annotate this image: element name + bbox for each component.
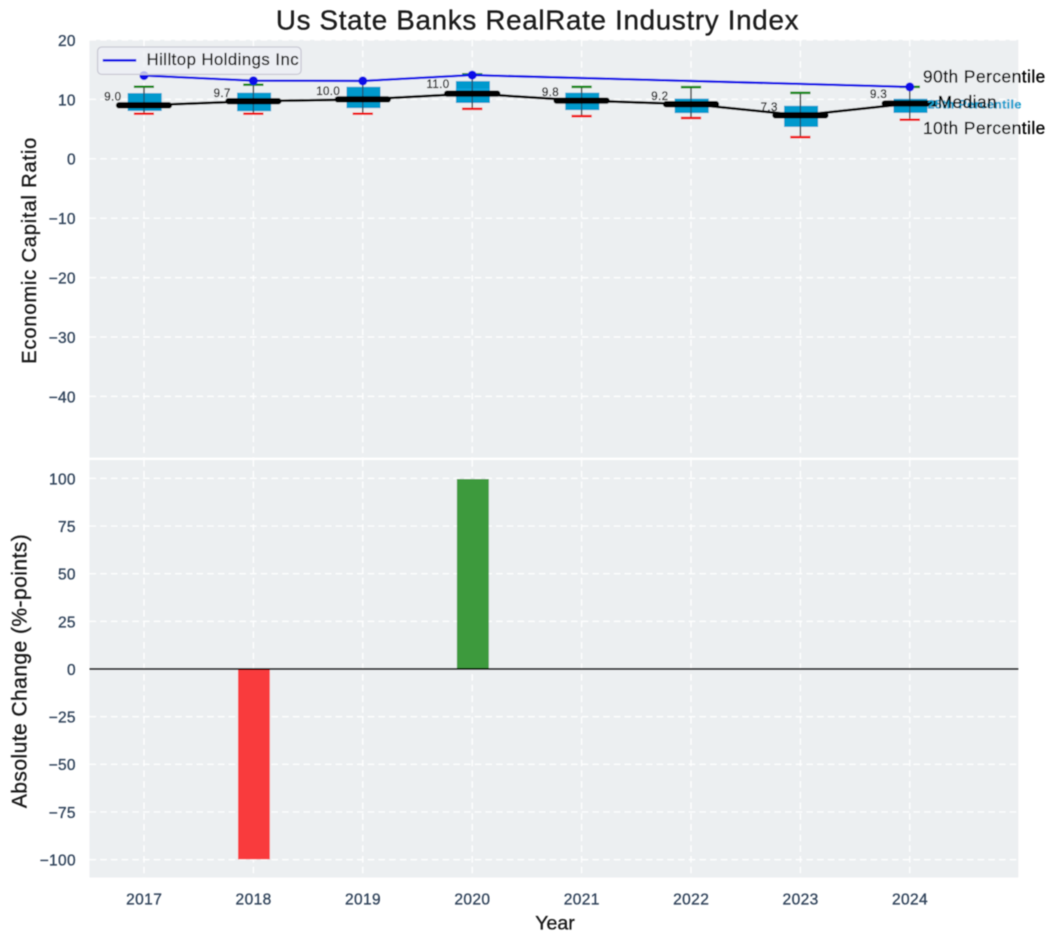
svg-text:−40: −40 <box>49 389 76 406</box>
svg-text:0: 0 <box>67 152 76 169</box>
svg-text:2019: 2019 <box>345 892 381 909</box>
svg-text:2018: 2018 <box>236 892 272 909</box>
svg-text:−30: −30 <box>49 330 76 347</box>
svg-text:Median: Median <box>938 92 997 112</box>
svg-text:25: 25 <box>58 614 76 631</box>
svg-text:2023: 2023 <box>783 892 819 909</box>
svg-text:90th Percentile: 90th Percentile <box>923 66 1046 86</box>
svg-text:−100: −100 <box>40 853 76 870</box>
svg-text:75: 75 <box>58 519 76 536</box>
svg-text:2021: 2021 <box>564 892 600 909</box>
svg-text:20: 20 <box>58 33 76 50</box>
svg-text:9.7: 9.7 <box>214 88 231 100</box>
svg-text:−25: −25 <box>49 710 76 727</box>
svg-text:−75: −75 <box>49 805 76 822</box>
svg-text:Economic Capital Ratio: Economic Capital Ratio <box>19 137 41 364</box>
svg-text:11.0: 11.0 <box>426 79 449 91</box>
svg-text:10.0: 10.0 <box>316 86 340 98</box>
svg-text:0: 0 <box>67 662 76 679</box>
svg-text:50: 50 <box>58 567 76 584</box>
svg-text:2017: 2017 <box>126 892 162 909</box>
svg-text:9.2: 9.2 <box>651 91 668 103</box>
svg-text:−20: −20 <box>49 271 76 288</box>
svg-text:−50: −50 <box>49 757 76 774</box>
svg-text:10: 10 <box>58 92 76 109</box>
svg-text:10th Percentile: 10th Percentile <box>923 118 1046 138</box>
svg-text:25th Percentile: 25th Percentile <box>928 98 1022 112</box>
svg-text:2020: 2020 <box>454 892 490 909</box>
svg-text:Absolute Change (%-points): Absolute Change (%-points) <box>9 534 32 808</box>
svg-text:100: 100 <box>49 471 76 488</box>
svg-text:9.0: 9.0 <box>104 92 121 104</box>
svg-text:Hilltop Holdings Inc: Hilltop Holdings Inc <box>147 50 299 69</box>
svg-text:7.3: 7.3 <box>761 102 778 114</box>
svg-text:Year: Year <box>535 912 575 934</box>
svg-text:Us State Banks RealRate Indust: Us State Banks RealRate Industry Index <box>276 5 799 36</box>
svg-text:2022: 2022 <box>673 892 709 909</box>
svg-text:9.8: 9.8 <box>542 87 559 99</box>
svg-text:9.3: 9.3 <box>870 89 887 101</box>
svg-text:2024: 2024 <box>892 892 928 909</box>
svg-text:−10: −10 <box>49 211 76 228</box>
